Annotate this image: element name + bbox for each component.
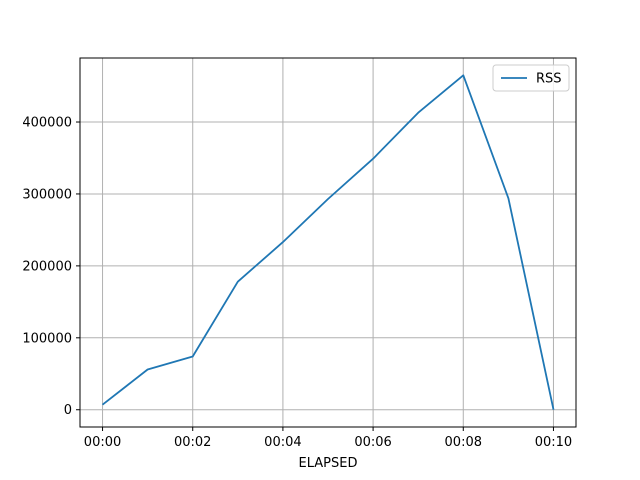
- legend: RSS: [492, 64, 570, 92]
- y-tick-label: 0: [64, 403, 72, 418]
- x-axis-label: ELAPSED: [299, 456, 358, 471]
- series-line-rss: [101, 74, 555, 410]
- y-tick-label: 100000: [22, 331, 72, 346]
- y-axis-ticks: 0 100000 200000 300000 400000: [22, 116, 80, 418]
- y-tick-label: 300000: [22, 187, 72, 202]
- legend-box: [492, 64, 570, 92]
- x-tick-label: 00:06: [354, 435, 391, 450]
- series-group: [101, 74, 555, 410]
- axes-frame: [79, 57, 577, 428]
- x-tick-label: 00:10: [535, 435, 572, 450]
- x-axis-ticks: 00:00 00:02 00:04 00:06 00:08 00:10: [84, 427, 572, 450]
- legend-label: RSS: [536, 72, 562, 87]
- x-tick-label: 00:02: [174, 435, 211, 450]
- x-tick-label: 00:04: [264, 435, 301, 450]
- y-tick-label: 200000: [22, 259, 72, 274]
- y-tick-label: 400000: [22, 116, 72, 131]
- x-tick-label: 00:08: [445, 435, 482, 450]
- grid-lines: [80, 58, 576, 427]
- x-tick-label: 00:00: [84, 435, 121, 450]
